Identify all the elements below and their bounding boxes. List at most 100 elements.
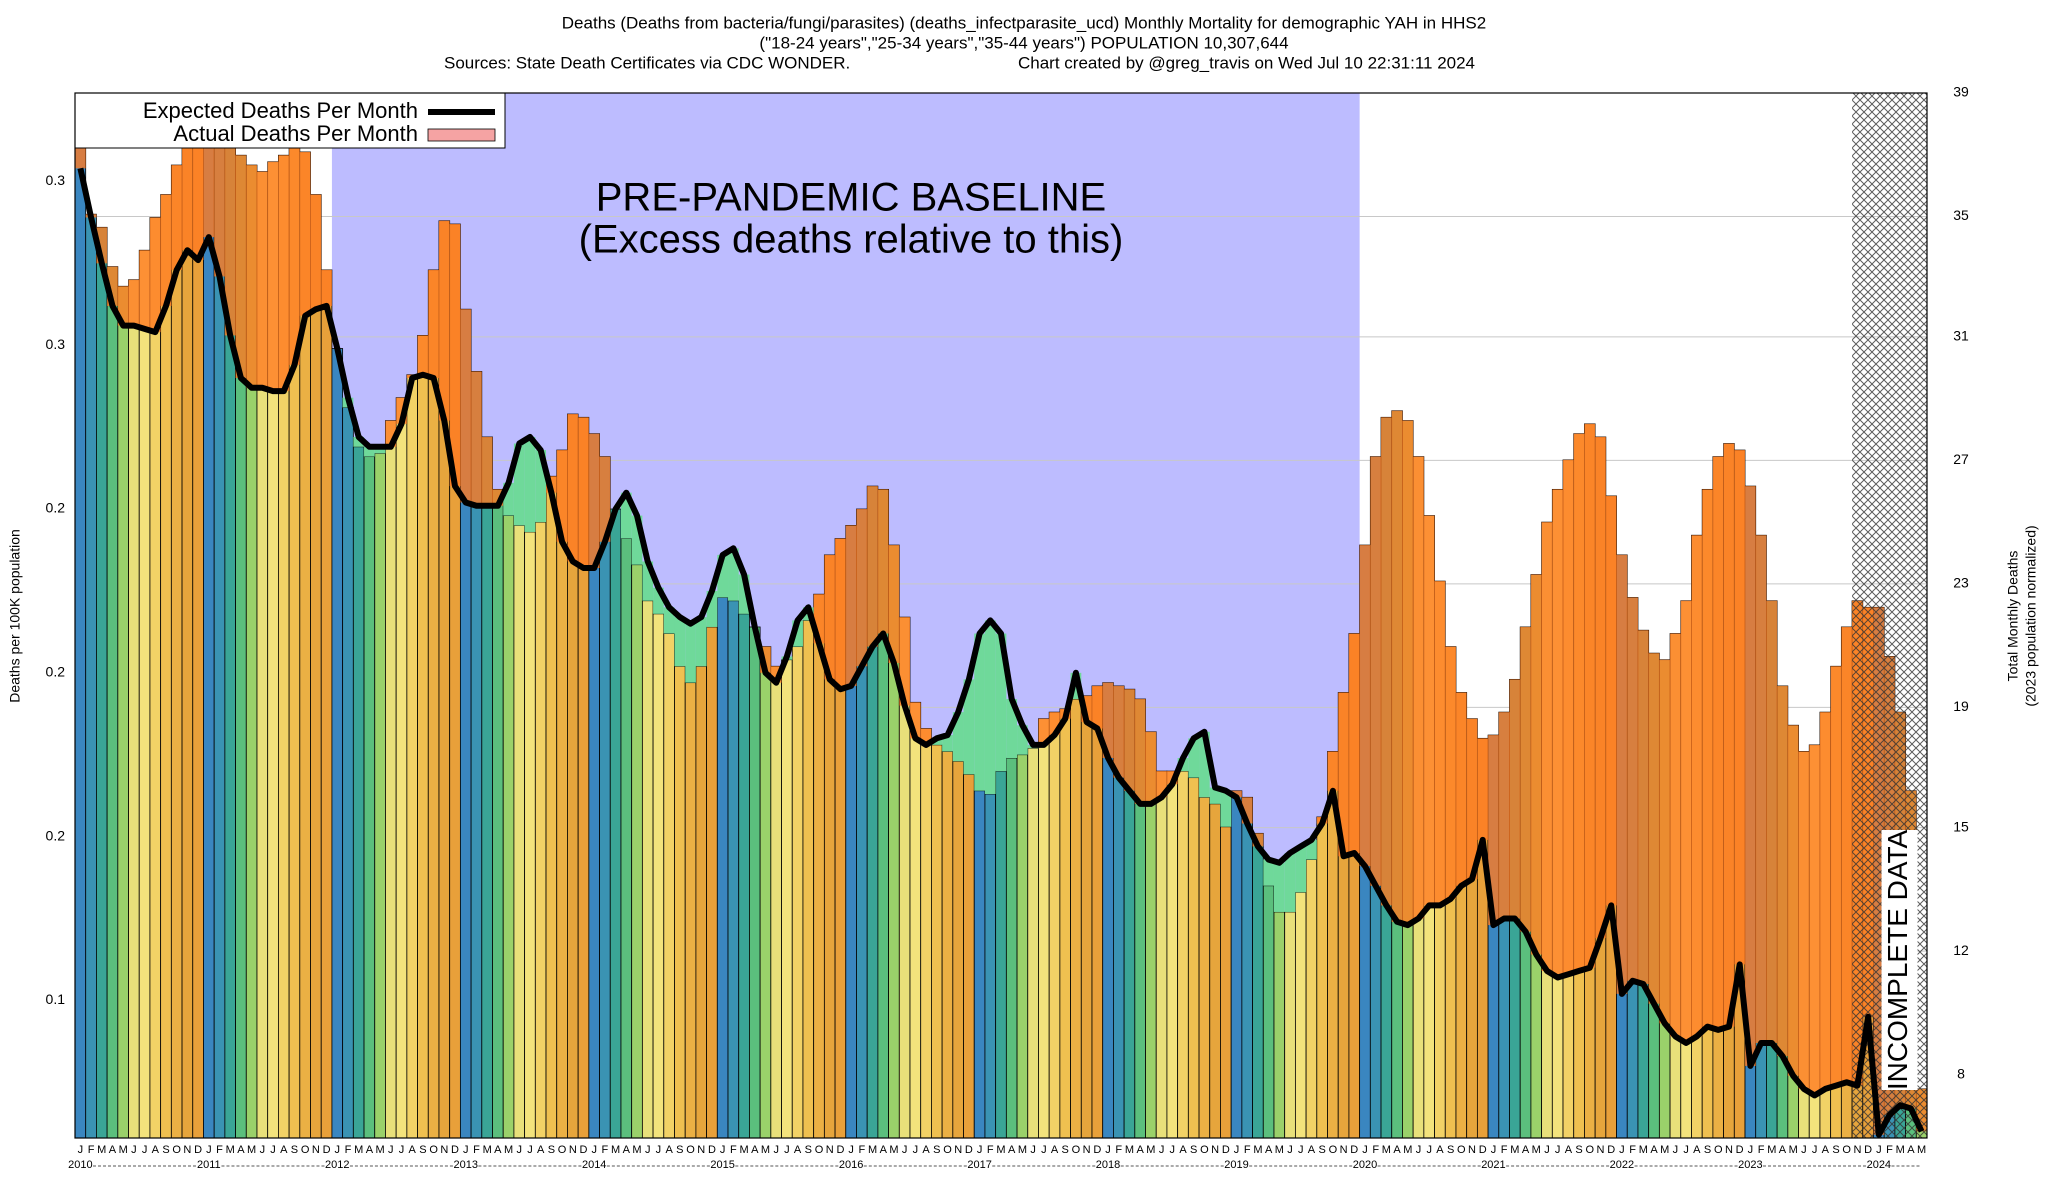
- deficit-area: [535, 450, 547, 523]
- bar: [160, 194, 172, 1139]
- excess-area: [224, 138, 236, 336]
- excess-area: [1541, 522, 1553, 971]
- x-tick-label: S: [676, 1144, 683, 1156]
- excess-area: [1381, 417, 1392, 906]
- x-tick-label: M: [483, 1144, 492, 1156]
- x-tick-label: N: [312, 1144, 320, 1156]
- x-tick-label: J: [1619, 1144, 1625, 1156]
- x-tick-label: M: [1275, 1144, 1284, 1156]
- excess-area: [845, 525, 857, 686]
- bar: [524, 531, 536, 1139]
- x-tick-label: A: [1265, 1144, 1273, 1156]
- x-tick-label: M: [97, 1144, 106, 1156]
- x-tick-label: S: [1062, 1144, 1069, 1156]
- x-tick-label: O: [301, 1144, 310, 1156]
- excess-area: [267, 161, 279, 392]
- bar: [106, 266, 119, 1139]
- bar: [1166, 770, 1179, 1139]
- x-tick-label: S: [1190, 1144, 1197, 1156]
- bar: [1070, 698, 1082, 1139]
- x-tick-label: S: [419, 1144, 426, 1156]
- excess-area: [192, 132, 204, 261]
- bar: [320, 269, 333, 1139]
- x-tick-label: F: [216, 1144, 223, 1156]
- x-tick-label: J: [1030, 1144, 1036, 1156]
- bar: [395, 397, 408, 1139]
- bar: [74, 122, 87, 1139]
- x-tick-label: N: [1211, 1144, 1219, 1156]
- excess-area: [1745, 486, 1756, 1066]
- bar: [1059, 708, 1071, 1139]
- excess-area: [1702, 489, 1713, 1027]
- x-tick-label: D: [1864, 1144, 1872, 1156]
- x-tick-label: J: [1298, 1144, 1304, 1156]
- x-tick-label: D: [580, 1144, 588, 1156]
- x-tick-label: M: [889, 1144, 898, 1156]
- deficit-area: [685, 623, 696, 683]
- excess-area: [867, 486, 878, 647]
- bar: [385, 420, 397, 1139]
- x-tick-label: F: [1886, 1144, 1893, 1156]
- x-tick-label: O: [429, 1144, 438, 1156]
- bar: [331, 348, 344, 1139]
- excess-area: [1659, 659, 1671, 1024]
- deficit-area: [1220, 790, 1232, 827]
- excess-area: [1723, 443, 1735, 1027]
- excess-area: [1113, 685, 1125, 778]
- bar: [1198, 796, 1211, 1139]
- excess-area: [321, 269, 332, 306]
- x-tick-label: D: [1607, 1144, 1615, 1156]
- bar: [802, 620, 815, 1139]
- x-tick-label: M: [1146, 1144, 1155, 1156]
- excess-area: [310, 194, 322, 310]
- excess-area: [835, 538, 846, 690]
- excess-area: [1830, 666, 1842, 1086]
- excess-area: [1670, 633, 1681, 1037]
- x-tick-label: M: [354, 1144, 363, 1156]
- excess-area: [1563, 459, 1574, 975]
- y2-tick-label: 31: [1953, 328, 1969, 344]
- x-tick-label: M: [1018, 1144, 1027, 1156]
- expected-line: [77, 167, 1925, 1138]
- excess-area: [1038, 718, 1050, 745]
- year-label: 2023: [1738, 1159, 1762, 1171]
- legend-swatch: [427, 128, 496, 142]
- bar: [695, 665, 708, 1139]
- x-tick-label: J: [1673, 1144, 1679, 1156]
- bar: [534, 521, 547, 1139]
- excess-area: [203, 106, 215, 238]
- excess-area: [299, 151, 311, 316]
- bar: [1252, 832, 1264, 1139]
- deficit-area: [663, 607, 675, 634]
- x-tick-label: S: [805, 1144, 812, 1156]
- deficit-area: [1017, 725, 1028, 755]
- x-tick-label: N: [697, 1144, 705, 1156]
- x-tick-label: A: [1051, 1144, 1059, 1156]
- x-tick-label: J: [977, 1144, 983, 1156]
- x-tick-label: J: [1683, 1144, 1689, 1156]
- bar: [352, 446, 365, 1139]
- excess-area: [567, 414, 579, 562]
- x-tick-label: M: [1125, 1144, 1134, 1156]
- bar: [770, 665, 782, 1139]
- x-tick-label: A: [366, 1144, 374, 1156]
- x-tick-label: J: [399, 1144, 405, 1156]
- x-tick-label: J: [1416, 1144, 1422, 1156]
- excess-area: [1488, 735, 1499, 926]
- excess-area: [1348, 633, 1360, 853]
- excess-area: [256, 171, 268, 388]
- x-tick-label: M: [1639, 1144, 1648, 1156]
- x-tick-label: A: [751, 1144, 759, 1156]
- bar: [652, 613, 665, 1139]
- year-label: 2014: [582, 1159, 606, 1171]
- bar: [941, 751, 954, 1139]
- deficit-area: [503, 482, 514, 516]
- baseline-label: PRE-PANDEMIC BASELINE: [596, 176, 1107, 220]
- excess-area: [1156, 771, 1167, 798]
- excess-area: [235, 155, 247, 378]
- excess-area: [1455, 692, 1467, 886]
- bar: [674, 665, 686, 1139]
- y-tick-label: 0.3: [46, 172, 66, 188]
- y2-tick-label: 23: [1953, 575, 1969, 591]
- x-tick-label: J: [1041, 1144, 1047, 1156]
